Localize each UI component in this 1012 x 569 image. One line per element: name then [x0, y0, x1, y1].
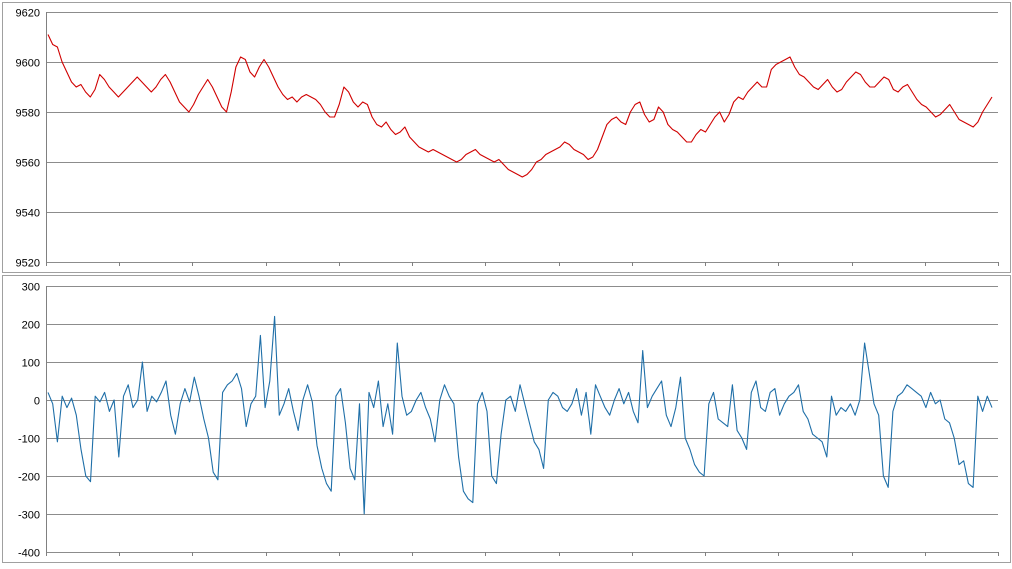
chart-area-border — [2, 275, 1011, 563]
y-tick-label: -400 — [18, 548, 40, 560]
y-tick-label: -300 — [18, 510, 40, 522]
y-tick-label: 100 — [22, 358, 40, 370]
y-tick-label: 9620 — [16, 8, 40, 20]
y-tick-label: -100 — [18, 434, 40, 446]
chart-2: -400 -300 -200 -100 0 100 200 300 — [2, 275, 1011, 563]
y-tick-label: 9520 — [16, 258, 40, 270]
y-tick-label: -200 — [18, 472, 40, 484]
y-tick-label: 9600 — [16, 58, 40, 70]
y-tick-label: 9560 — [16, 158, 40, 170]
y-tick-label: 0 — [34, 396, 40, 408]
series-line-1 — [47, 315, 993, 515]
series-line-1 — [47, 34, 993, 178]
y-tick-label: 9540 — [16, 208, 40, 220]
chart-1: 9520 9540 9560 9580 9600 9620 — [2, 2, 1011, 273]
y-tick-label: 9580 — [16, 108, 40, 120]
y-tick-label: 300 — [22, 282, 40, 294]
chart-area-border — [2, 2, 1011, 273]
y-tick-label: 200 — [22, 320, 40, 332]
